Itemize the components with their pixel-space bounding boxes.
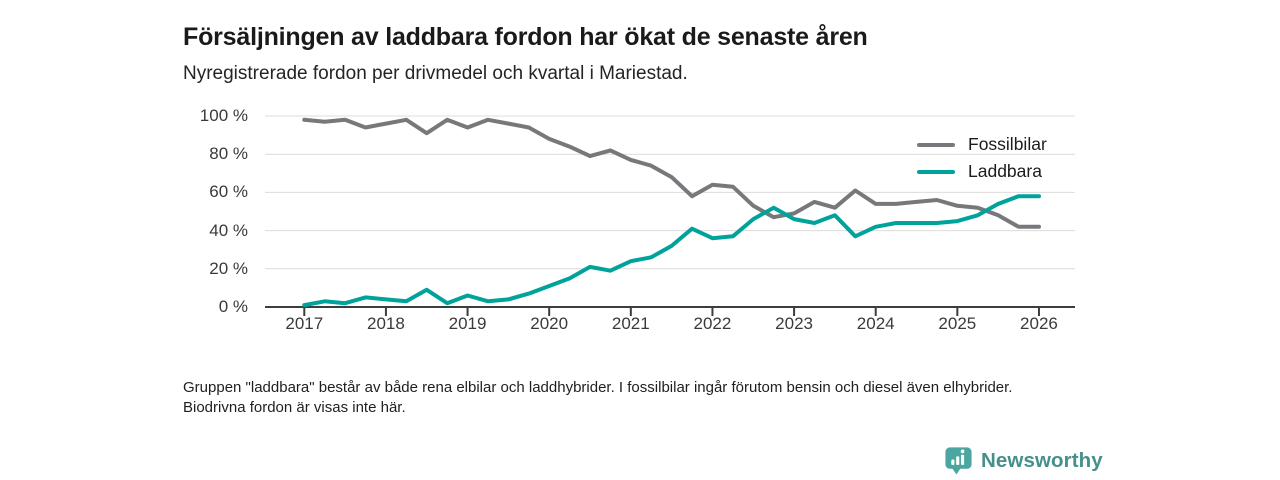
x-tick-label: 2025 xyxy=(938,314,977,333)
series-line-fossilbilar xyxy=(302,117,1041,229)
legend-item-laddbara: Laddbara xyxy=(917,158,1047,185)
x-tick-label: 2020 xyxy=(530,314,569,333)
newsworthy-wordmark: Newsworthy xyxy=(981,448,1103,472)
legend-swatch xyxy=(917,142,955,147)
newsworthy-icon xyxy=(945,447,972,475)
y-tick-label: 0 % xyxy=(218,297,248,316)
x-tick-label: 2017 xyxy=(285,314,324,333)
series-line-laddbara xyxy=(302,194,1041,308)
y-tick-label: 80 % xyxy=(209,144,248,164)
y-tick-label: 100 % xyxy=(199,106,248,125)
legend-label: Fossilbilar xyxy=(968,134,1047,154)
chart-legend: Fossilbilar Laddbara xyxy=(917,131,1047,185)
x-tick-label: 2022 xyxy=(693,314,732,333)
legend-swatch xyxy=(917,169,955,174)
x-tick-label: 2023 xyxy=(775,314,813,333)
chart-footnote: Gruppen "laddbara" består av både rena e… xyxy=(183,379,1013,416)
x-tick-label: 2021 xyxy=(611,314,650,333)
x-axis-labels: 2017 2018 2019 2020 2021 2022 2023 2024 2025 2026 xyxy=(0,314,1280,338)
chart-subtitle: Nyregistrerade fordon per drivmedel och … xyxy=(183,63,688,84)
x-tick-label: 2026 xyxy=(1020,314,1058,333)
legend-label: Laddbara xyxy=(968,161,1042,181)
y-tick-label: 40 % xyxy=(209,220,248,240)
y-axis-labels: 100 % 80 % 60 % 40 % 20 % 0 % xyxy=(150,0,248,480)
x-tick-label: 2018 xyxy=(367,314,405,333)
y-tick-label: 20 % xyxy=(209,258,248,278)
newsworthy-logo: Newsworthy xyxy=(943,445,1103,476)
chart-title: Försäljningen av laddbara fordon har öka… xyxy=(183,22,868,51)
x-tick-label: 2019 xyxy=(448,314,487,333)
y-tick-label: 60 % xyxy=(209,182,248,202)
x-tick-label: 2024 xyxy=(856,314,895,333)
legend-item-fossilbilar: Fossilbilar xyxy=(917,131,1047,158)
